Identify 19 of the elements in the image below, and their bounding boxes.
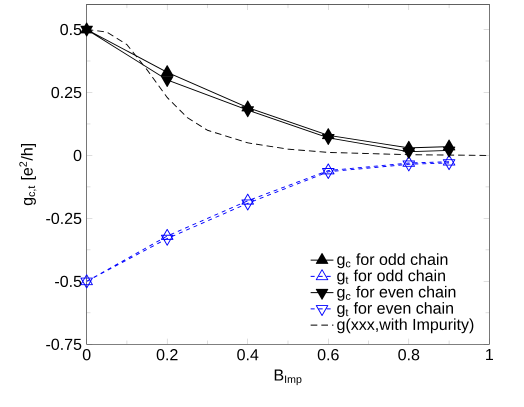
y-tick-label: 0 — [74, 150, 82, 162]
y-tick-label: -0.75 — [46, 338, 82, 350]
legend-label: g$_{c}$ for odd chain — [337, 253, 448, 268]
legend-label: g$_{c}$ for even chain — [337, 286, 456, 301]
x-tick-label: 1 — [486, 349, 493, 360]
y-tick-label: -0.25 — [46, 212, 82, 224]
y-tick-label: -0.5 — [55, 276, 82, 288]
legend-label: g$_{t}$ for odd chain — [337, 270, 445, 284]
y-axis-title: g$_{c,t}$ [e$^{2}$/h] — [19, 144, 36, 206]
x-axis-title: B$_{Imp}$ — [274, 370, 302, 386]
x-tick-label: 0.8 — [398, 349, 420, 360]
legend-label: g(xxx,with Impurity) — [337, 318, 474, 334]
x-tick-label: 0.4 — [237, 349, 258, 360]
x-tick-label: 0.6 — [318, 349, 339, 360]
x-tick-label: 0.2 — [156, 349, 178, 360]
y-tick-label: 0.5 — [60, 24, 82, 36]
y-tick-label: 0.25 — [51, 86, 82, 98]
legend-label: g$_{t}$ for even chain — [337, 302, 453, 317]
x-tick-label: 0 — [82, 349, 90, 360]
